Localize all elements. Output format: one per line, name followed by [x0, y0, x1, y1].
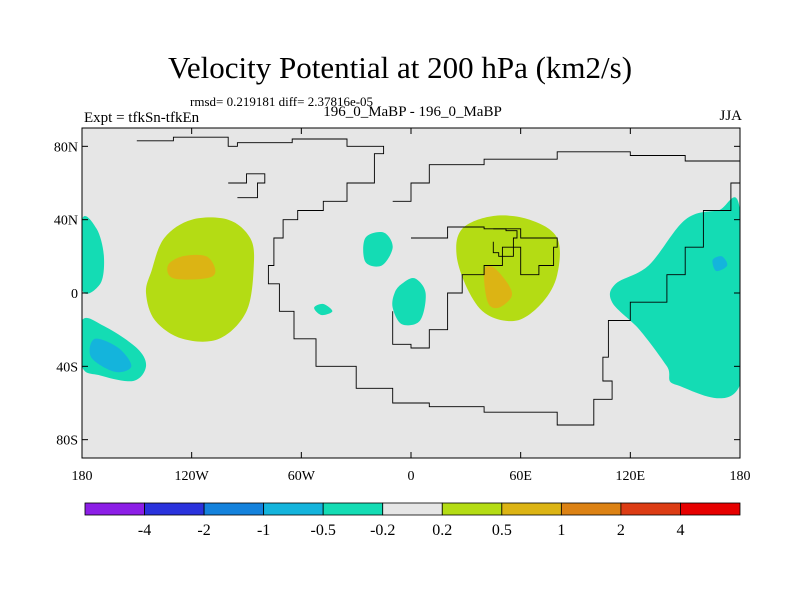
colorbar-label: -0.2 — [370, 522, 395, 539]
experiment-label: Expt = tfkSn-tfkEn — [84, 110, 200, 126]
colorbar-label: -1 — [257, 522, 270, 539]
rmsd-diff-stats: rmsd= 0.219181 diff= 2.37816e-05 — [190, 94, 374, 109]
coastline-1 — [392, 151, 740, 202]
colorbar-swatch — [203, 502, 265, 516]
season-label: JJA — [719, 108, 742, 124]
x-tick-label: 120W — [175, 469, 210, 484]
colorbar: -4 -2 -1 -0.5 -0.2 0.2 0.5 1 2 4 — [84, 502, 741, 539]
contour-atlantic-negative-center — [392, 278, 426, 326]
coastlines — [136, 136, 740, 426]
colorbar-label: 4 — [676, 522, 684, 539]
colorbar-swatch — [560, 502, 622, 516]
x-tick-label: 180 — [730, 469, 751, 484]
colorbar-label: -2 — [197, 522, 210, 539]
colorbar-swatch — [84, 502, 145, 516]
colorbar-swatch — [382, 502, 443, 516]
contour-nw-pacific-negative — [82, 216, 105, 294]
colorbar-swatch — [620, 502, 681, 516]
contour-dateline-east-negative-inner — [712, 256, 728, 272]
colorbar-label: -4 — [138, 522, 151, 539]
contour-pacific-positive-outer — [145, 217, 255, 342]
colorbar-swatch — [441, 502, 503, 516]
x-tick-label: 60E — [509, 469, 532, 484]
x-tick-label: 120E — [616, 469, 646, 484]
contour-sw-pacific-negative-inner — [89, 338, 132, 373]
contour-fills — [82, 197, 740, 399]
colorbar-label: 1 — [557, 522, 565, 539]
coastline-2 — [392, 226, 558, 349]
axis-ticks: 180 120W 60W 0 60E 120E 180 80N 40N 0 40S 80S — [54, 128, 751, 484]
colorbar-label: 0.5 — [492, 522, 512, 539]
colorbar-label: 2 — [617, 522, 625, 539]
coastline-0 — [136, 136, 740, 426]
coastline-4 — [228, 173, 266, 199]
y-tick-label: 40S — [56, 360, 78, 375]
y-tick-label: 80N — [54, 140, 78, 155]
contour-atlantic-negative-small — [363, 232, 393, 267]
contour-africa-positive-inner — [483, 266, 513, 309]
chart-title: Velocity Potential at 200 hPa (km2/s) — [167, 50, 633, 85]
contour-south-america-negative-small — [314, 303, 333, 316]
colorbar-label: -0.5 — [311, 522, 336, 539]
contour-africa-positive-outer — [456, 215, 560, 322]
colorbar-swatch — [680, 502, 741, 516]
y-tick-label: 80S — [56, 434, 78, 449]
y-tick-label: 40N — [54, 214, 78, 229]
case-label: 196_0_MaBP - 196_0_MaBP — [323, 104, 502, 120]
contour-pacific-positive-inner — [167, 254, 216, 280]
x-tick-label: 180 — [72, 469, 93, 484]
colorbar-swatch — [501, 502, 562, 516]
colorbar-label: 0.2 — [432, 522, 452, 539]
colorbar-swatch — [263, 502, 324, 516]
colorbar-swatch — [144, 502, 205, 516]
contour-dateline-east-negative — [609, 197, 740, 399]
x-tick-label: 60W — [288, 469, 316, 484]
y-tick-label: 0 — [71, 287, 78, 302]
x-tick-label: 0 — [408, 469, 415, 484]
colorbar-swatch — [322, 502, 384, 516]
coastline-3 — [492, 228, 518, 257]
